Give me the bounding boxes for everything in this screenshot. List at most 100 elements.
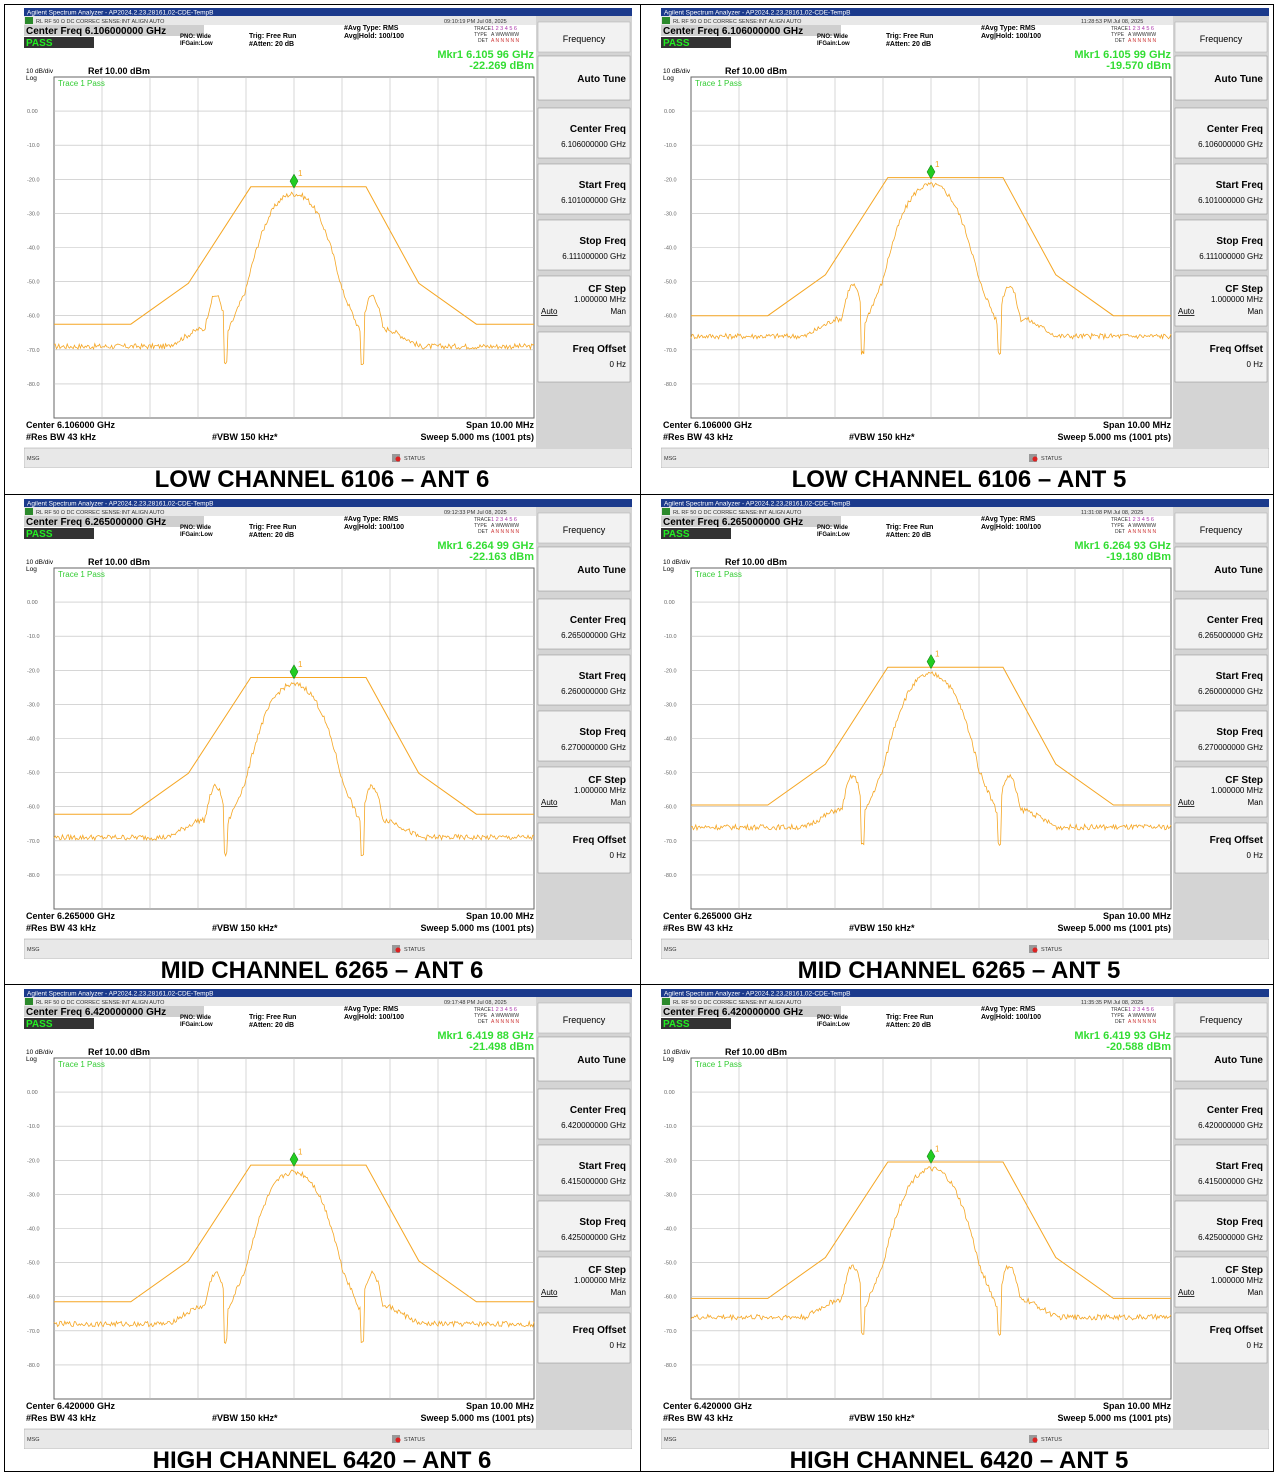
softkey-cf-step[interactable]: CF Step 1.000000 MHz Auto Man <box>537 275 631 327</box>
freq-offset-value: 0 Hz <box>1247 360 1263 369</box>
y-tick-label: -30.0 <box>27 1192 40 1198</box>
y-tick-label: -30.0 <box>664 1192 677 1198</box>
status-line: RL RF 50 Ω DC CORREC SENSE:INT ALIGN AUT… <box>36 1000 165 1006</box>
softkey-center-freq[interactable]: Center Freq 6.106000000 GHz <box>1174 107 1268 159</box>
center-freq-heading[interactable]: Center Freq 6.265000000 GHz <box>26 517 166 528</box>
center-freq-heading[interactable]: Center Freq 6.420000000 GHz <box>26 1007 166 1018</box>
marker-diamond-icon[interactable] <box>926 1148 936 1164</box>
softkey-auto-tune[interactable]: Auto Tune <box>537 55 631 101</box>
message-bar <box>23 938 633 960</box>
grid-cell: Agilent Spectrum Analyzer - AP2024.2.23,… <box>4 4 640 494</box>
y-tick-label: -20.0 <box>27 1158 40 1164</box>
softkey-auto-tune[interactable]: Auto Tune <box>1174 546 1268 592</box>
auto-tune-label: Auto Tune <box>577 74 626 85</box>
softkey-center-freq[interactable]: Center Freq 6.265000000 GHz <box>537 598 631 650</box>
softkey-freq-offset[interactable]: Freq Offset 0 Hz <box>1174 1312 1268 1364</box>
cf-step-auto[interactable]: Auto <box>1178 798 1195 807</box>
marker-number: 1 <box>935 160 940 169</box>
softkey-freq-offset[interactable]: Freq Offset 0 Hz <box>537 1312 631 1364</box>
y-tick-label: -40.0 <box>27 1227 40 1233</box>
status-alert-icon <box>1032 947 1038 953</box>
softkey-stop-freq[interactable]: Stop Freq 6.111000000 GHz <box>1174 219 1268 271</box>
pno-label: PNO: Wide <box>180 525 212 531</box>
status-label[interactable]: STATUS <box>404 947 425 953</box>
status-label[interactable]: STATUS <box>404 456 425 462</box>
status-label[interactable]: STATUS <box>404 1437 425 1443</box>
softkey-cf-step[interactable]: CF Step 1.000000 MHz Auto Man <box>537 1256 631 1308</box>
y-tick-label: -10.0 <box>664 143 677 149</box>
softkey-center-freq[interactable]: Center Freq 6.265000000 GHz <box>1174 598 1268 650</box>
softkey-start-freq[interactable]: Start Freq 6.101000000 GHz <box>537 163 631 215</box>
softkey-stop-freq[interactable]: Stop Freq 6.425000000 GHz <box>1174 1200 1268 1252</box>
softkey-start-freq[interactable]: Start Freq 6.415000000 GHz <box>1174 1144 1268 1196</box>
cf-step-man[interactable]: Man <box>610 1288 626 1297</box>
vbw-label: #VBW 150 kHz* <box>212 1413 278 1423</box>
softkey-start-freq[interactable]: Start Freq 6.260000000 GHz <box>537 654 631 706</box>
stop-freq-label: Stop Freq <box>579 236 626 247</box>
status-label[interactable]: STATUS <box>1041 1437 1062 1443</box>
center-freq-heading[interactable]: Center Freq 6.420000000 GHz <box>663 1007 803 1018</box>
softkey-freq-offset[interactable]: Freq Offset 0 Hz <box>537 331 631 383</box>
stop-freq-value: 6.425000000 GHz <box>561 1233 626 1242</box>
cf-step-auto[interactable]: Auto <box>541 307 558 316</box>
softkey-stop-freq[interactable]: Stop Freq 6.270000000 GHz <box>1174 710 1268 762</box>
spectrum-analyzer-screenshot: Agilent Spectrum Analyzer - AP2024.2.23,… <box>660 8 1270 469</box>
cf-step-auto[interactable]: Auto <box>1178 307 1195 316</box>
center-freq-heading[interactable]: Center Freq 6.106000000 GHz <box>26 26 166 37</box>
softkey-start-freq[interactable]: Start Freq 6.101000000 GHz <box>1174 163 1268 215</box>
cf-step-man[interactable]: Man <box>1247 798 1263 807</box>
y-tick-label: -20.0 <box>27 177 40 183</box>
status-label[interactable]: STATUS <box>1041 947 1062 953</box>
sweep-label: Sweep 5.000 ms (1001 pts) <box>420 923 534 933</box>
cf-step-man[interactable]: Man <box>1247 307 1263 316</box>
cf-step-man[interactable]: Man <box>610 307 626 316</box>
y-tick-label: -20.0 <box>27 668 40 674</box>
y-tick-label: -30.0 <box>664 211 677 217</box>
softkey-center-freq[interactable]: Center Freq 6.420000000 GHz <box>537 1088 631 1140</box>
spectrum-trace <box>690 671 1172 846</box>
atten-label: #Atten: 20 dB <box>249 1022 294 1029</box>
softkey-stop-freq[interactable]: Stop Freq 6.270000000 GHz <box>537 710 631 762</box>
panel-caption: LOW CHANNEL 6106 – ANT 5 <box>641 466 1277 494</box>
softkey-center-freq[interactable]: Center Freq 6.420000000 GHz <box>1174 1088 1268 1140</box>
softkey-stop-freq[interactable]: Stop Freq 6.425000000 GHz <box>537 1200 631 1252</box>
type-label: TYPE <box>474 1013 488 1019</box>
softkey-stop-freq[interactable]: Stop Freq 6.111000000 GHz <box>537 219 631 271</box>
softkey-auto-tune[interactable]: Auto Tune <box>537 546 631 592</box>
softkey-cf-step[interactable]: CF Step 1.000000 MHz Auto Man <box>1174 275 1268 327</box>
scale-label: 10 dB/div <box>26 68 54 75</box>
marker-diamond-icon[interactable] <box>289 664 299 680</box>
softkey-freq-offset[interactable]: Freq Offset 0 Hz <box>537 822 631 874</box>
marker-diamond-icon[interactable] <box>926 654 936 670</box>
softkey-start-freq[interactable]: Start Freq 6.260000000 GHz <box>1174 654 1268 706</box>
softkey-freq-offset[interactable]: Freq Offset 0 Hz <box>1174 331 1268 383</box>
center-freq-heading[interactable]: Center Freq 6.106000000 GHz <box>663 26 803 37</box>
softkey-auto-tune[interactable]: Auto Tune <box>537 1036 631 1082</box>
softkey-auto-tune[interactable]: Auto Tune <box>1174 55 1268 101</box>
panel-caption: MID CHANNEL 6265 – ANT 6 <box>4 957 640 985</box>
cf-step-auto[interactable]: Auto <box>541 1288 558 1297</box>
avg-type: #Avg Type: RMS <box>981 516 1036 523</box>
marker-diamond-icon[interactable] <box>289 173 299 189</box>
cf-step-man[interactable]: Man <box>1247 1288 1263 1297</box>
analyzer-display: Agilent Spectrum Analyzer - AP2024.2.23,… <box>660 8 1270 469</box>
center-freq-heading[interactable]: Center Freq 6.265000000 GHz <box>663 517 803 528</box>
softkey-cf-step[interactable]: CF Step 1.000000 MHz Auto Man <box>1174 766 1268 818</box>
marker-diamond-icon[interactable] <box>926 164 936 180</box>
softkey-auto-tune[interactable]: Auto Tune <box>1174 1036 1268 1082</box>
marker-diamond-icon[interactable] <box>289 1151 299 1167</box>
cf-step-auto[interactable]: Auto <box>541 798 558 807</box>
timestamp: 09:10:19 PM Jul 08, 2025 <box>444 19 507 25</box>
softkey-cf-step[interactable]: CF Step 1.000000 MHz Auto Man <box>1174 1256 1268 1308</box>
softkey-cf-step[interactable]: CF Step 1.000000 MHz Auto Man <box>537 766 631 818</box>
marker-frequency: Mkr1 6.264 93 GHz <box>1074 540 1171 552</box>
cf-step-man[interactable]: Man <box>610 798 626 807</box>
softkey-freq-offset[interactable]: Freq Offset 0 Hz <box>1174 822 1268 874</box>
cf-step-auto[interactable]: Auto <box>1178 1288 1195 1297</box>
y-tick-label: -10.0 <box>664 634 677 640</box>
type-label: TYPE <box>474 32 488 38</box>
status-label[interactable]: STATUS <box>1041 456 1062 462</box>
softkey-center-freq[interactable]: Center Freq 6.106000000 GHz <box>537 107 631 159</box>
softkey-start-freq[interactable]: Start Freq 6.415000000 GHz <box>537 1144 631 1196</box>
limit-line <box>691 1161 1171 1299</box>
